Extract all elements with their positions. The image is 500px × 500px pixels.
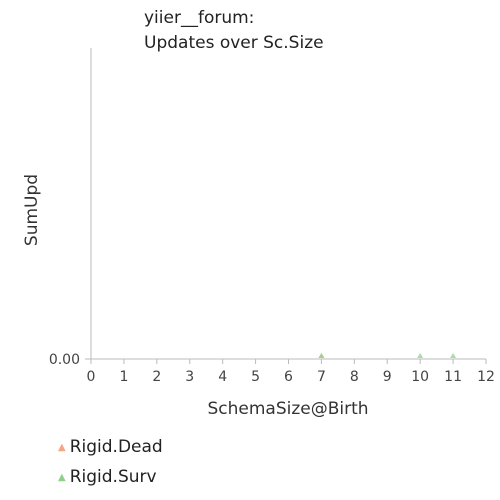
data-points xyxy=(318,353,457,358)
x-tick-label: 2 xyxy=(152,369,161,385)
x-tick-label: 10 xyxy=(411,369,429,385)
chart-title-line-1: yiier__forum: xyxy=(144,8,255,28)
x-tick-label: 3 xyxy=(185,369,194,385)
chart-title: yiier__forum: Updates over Sc.Size xyxy=(144,6,324,56)
y-tick-labels: 0.00 xyxy=(49,352,80,368)
x-tick-label: 5 xyxy=(251,369,260,385)
x-tick-label: 7 xyxy=(317,369,326,385)
x-tick-label: 12 xyxy=(477,369,495,385)
data-point xyxy=(318,353,325,358)
x-tick-label: 0 xyxy=(87,369,96,385)
x-axis-label: SchemaSize@Birth xyxy=(207,399,368,419)
legend-label-rigid-dead: Rigid.Dead xyxy=(69,437,163,457)
y-axis-label: SumUpd xyxy=(22,174,42,246)
x-tick-label: 8 xyxy=(350,369,359,385)
x-tick-label: 1 xyxy=(119,369,128,385)
x-tick-label: 9 xyxy=(383,369,392,385)
data-point xyxy=(417,353,424,358)
x-tick-label: 4 xyxy=(218,369,227,385)
legend-label-rigid-surv: Rigid.Surv xyxy=(69,467,157,487)
y-tick-label: 0.00 xyxy=(49,352,80,368)
scatter-plot: 0 1 2 3 4 5 6 7 8 9 10 11 12 0.00 SchemaSize@Birth S… xyxy=(22,48,495,419)
chart-title-line-2: Updates over Sc.Size xyxy=(144,33,324,53)
legend-marker-rigid-surv: ▲ xyxy=(58,471,66,483)
legend-item-rigid-surv: ▲ Rigid.Surv xyxy=(58,467,157,487)
x-tick-label: 11 xyxy=(444,369,462,385)
x-tick-labels: 0 1 2 3 4 5 6 7 8 9 10 11 12 xyxy=(87,359,495,385)
legend-marker-rigid-dead: ▲ xyxy=(58,441,66,453)
legend-item-rigid-dead: ▲ Rigid.Dead xyxy=(58,437,163,457)
x-tick-label: 6 xyxy=(284,369,293,385)
data-point xyxy=(450,353,457,358)
axes xyxy=(85,48,486,360)
